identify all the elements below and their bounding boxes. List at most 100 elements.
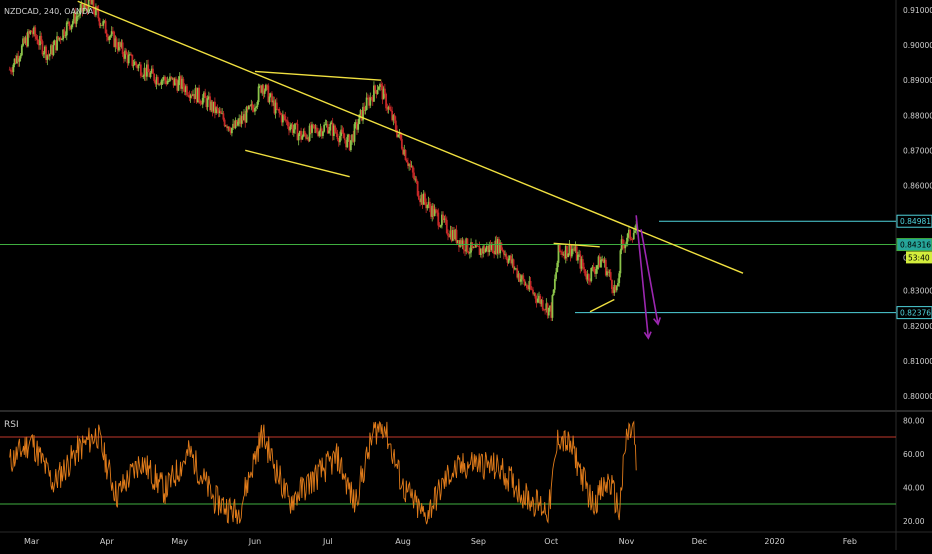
candle-body[interactable] — [616, 286, 618, 290]
candle-body[interactable] — [161, 80, 163, 84]
candle-body[interactable] — [42, 41, 44, 54]
candle-body[interactable] — [337, 134, 339, 139]
candle-body[interactable] — [600, 260, 602, 267]
candle-body[interactable] — [178, 80, 180, 90]
candle-body[interactable] — [556, 263, 558, 272]
candle-body[interactable] — [397, 135, 399, 137]
candle-body[interactable] — [63, 30, 65, 36]
candle-body[interactable] — [182, 79, 184, 88]
candle-body[interactable] — [170, 77, 172, 78]
candle-body[interactable] — [287, 121, 289, 127]
candle-body[interactable] — [622, 239, 624, 244]
candle-body[interactable] — [265, 85, 267, 91]
candle-body[interactable] — [395, 121, 397, 130]
candle-body[interactable] — [199, 101, 201, 103]
candle-body[interactable] — [380, 84, 382, 85]
candle-body[interactable] — [10, 70, 12, 72]
candle-body[interactable] — [571, 249, 573, 256]
candle-body[interactable] — [467, 238, 469, 251]
candle-body[interactable] — [377, 90, 379, 94]
candle-body[interactable] — [463, 240, 465, 249]
candle-body[interactable] — [367, 98, 369, 99]
candle-body[interactable] — [175, 79, 177, 83]
candle-body[interactable] — [19, 58, 21, 61]
candle-body[interactable] — [559, 244, 561, 251]
candle-body[interactable] — [318, 132, 320, 136]
candle-body[interactable] — [426, 205, 428, 208]
candle-body[interactable] — [582, 259, 584, 267]
candle-body[interactable] — [207, 98, 209, 107]
candle-body[interactable] — [447, 233, 449, 236]
candle-body[interactable] — [164, 77, 166, 81]
candle-body[interactable] — [328, 131, 330, 134]
candle-body[interactable] — [374, 85, 376, 90]
candle-body[interactable] — [304, 131, 306, 134]
candle-body[interactable] — [276, 103, 278, 109]
candle-body[interactable] — [409, 164, 411, 166]
candle-body[interactable] — [505, 254, 507, 259]
candle-body[interactable] — [65, 35, 67, 36]
candle-body[interactable] — [341, 130, 343, 133]
candle-body[interactable] — [283, 115, 285, 117]
candle-body[interactable] — [610, 272, 612, 280]
candle-body[interactable] — [142, 76, 144, 77]
candle-body[interactable] — [369, 97, 371, 105]
candle-body[interactable] — [76, 17, 78, 24]
candle-body[interactable] — [634, 231, 636, 233]
candle-body[interactable] — [357, 124, 359, 130]
candle-body[interactable] — [216, 107, 218, 109]
candle-body[interactable] — [269, 96, 271, 102]
candle-body[interactable] — [289, 127, 291, 131]
candle-body[interactable] — [520, 279, 522, 282]
candle-body[interactable] — [66, 23, 68, 36]
candle-body[interactable] — [401, 139, 403, 149]
candle-body[interactable] — [258, 87, 260, 102]
candle-body[interactable] — [153, 74, 155, 81]
candle-body[interactable] — [620, 250, 622, 273]
candle-body[interactable] — [311, 124, 313, 133]
candle-body[interactable] — [246, 107, 248, 122]
candle-body[interactable] — [350, 140, 352, 150]
candle-body[interactable] — [526, 285, 528, 289]
candle-body[interactable] — [354, 124, 356, 142]
candle-body[interactable] — [122, 42, 124, 53]
candle-body[interactable] — [301, 136, 303, 140]
candle-body[interactable] — [187, 95, 189, 96]
candle-body[interactable] — [102, 21, 104, 25]
candle-body[interactable] — [68, 22, 70, 26]
candle-body[interactable] — [611, 280, 613, 289]
candle-body[interactable] — [72, 21, 74, 24]
candle-body[interactable] — [446, 220, 448, 233]
candle-body[interactable] — [97, 10, 99, 19]
candle-body[interactable] — [220, 111, 222, 113]
candle-body[interactable] — [204, 93, 206, 98]
candle-body[interactable] — [323, 125, 325, 132]
candle-body[interactable] — [157, 77, 159, 84]
candle-body[interactable] — [588, 274, 590, 281]
candle-body[interactable] — [344, 138, 346, 140]
candle-body[interactable] — [596, 265, 598, 269]
candle-body[interactable] — [339, 136, 341, 142]
candle-body[interactable] — [584, 269, 586, 275]
candle-body[interactable] — [590, 268, 592, 281]
candle-body[interactable] — [49, 54, 51, 56]
candle-body[interactable] — [424, 194, 426, 203]
candle-body[interactable] — [99, 18, 101, 25]
candle-body[interactable] — [502, 250, 504, 251]
candle-body[interactable] — [548, 308, 550, 316]
candle-body[interactable] — [553, 290, 555, 296]
candle-body[interactable] — [346, 137, 348, 147]
candle-body[interactable] — [633, 233, 635, 239]
candle-body[interactable] — [135, 62, 137, 65]
candle-body[interactable] — [384, 89, 386, 94]
candle-body[interactable] — [371, 97, 373, 98]
candle-body[interactable] — [435, 209, 437, 210]
candle-body[interactable] — [133, 65, 135, 66]
candle-body[interactable] — [150, 73, 152, 77]
candle-body[interactable] — [71, 24, 73, 29]
candle-body[interactable] — [140, 64, 142, 75]
candle-body[interactable] — [37, 39, 39, 44]
candle-body[interactable] — [617, 283, 619, 286]
candle-body[interactable] — [106, 33, 108, 37]
candle-body[interactable] — [555, 272, 557, 279]
